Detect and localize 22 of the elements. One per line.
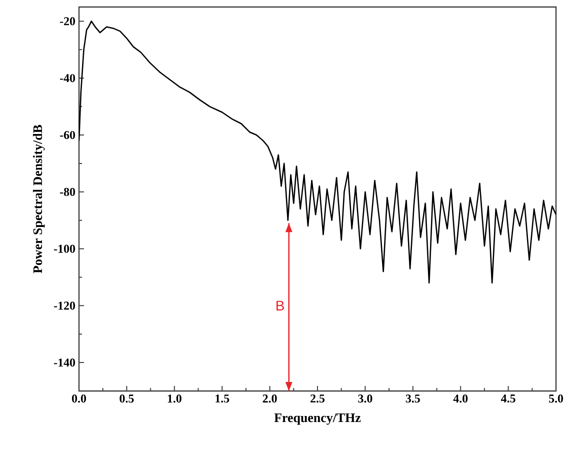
y-tick-label: -100 <box>54 244 76 253</box>
x-tick-label: 3.0 <box>358 394 372 403</box>
y-tick-label: -60 <box>60 130 76 140</box>
y-tick-label: -40 <box>60 74 76 82</box>
y-tick-label: -120 <box>54 302 76 310</box>
x-axis-title: Frequency/THz <box>274 413 361 425</box>
line-series <box>79 20 556 284</box>
x-tick-label: 1.0 <box>168 394 182 403</box>
x-tick-label: 3.5 <box>406 394 420 403</box>
y-tick-label: -80 <box>60 188 76 196</box>
y-axis-title: Power Spectral Density/dB <box>32 124 45 274</box>
x-tick-label: 4.5 <box>500 394 516 403</box>
x-tick-label: 2.5 <box>310 394 325 403</box>
y-tick-label: -20 <box>60 17 76 26</box>
annotation: B <box>276 300 284 310</box>
x-tick-label: 1.5 <box>216 394 230 403</box>
x-tick-label: 4.0 <box>453 394 468 403</box>
x-tick-label: 2.0 <box>262 394 277 403</box>
y-tick-label: -140 <box>54 358 76 367</box>
x-tick-label: 5.0 <box>549 394 564 403</box>
x-tick-label: 0.5 <box>120 394 134 403</box>
x-tick-label: 0.0 <box>72 394 86 403</box>
